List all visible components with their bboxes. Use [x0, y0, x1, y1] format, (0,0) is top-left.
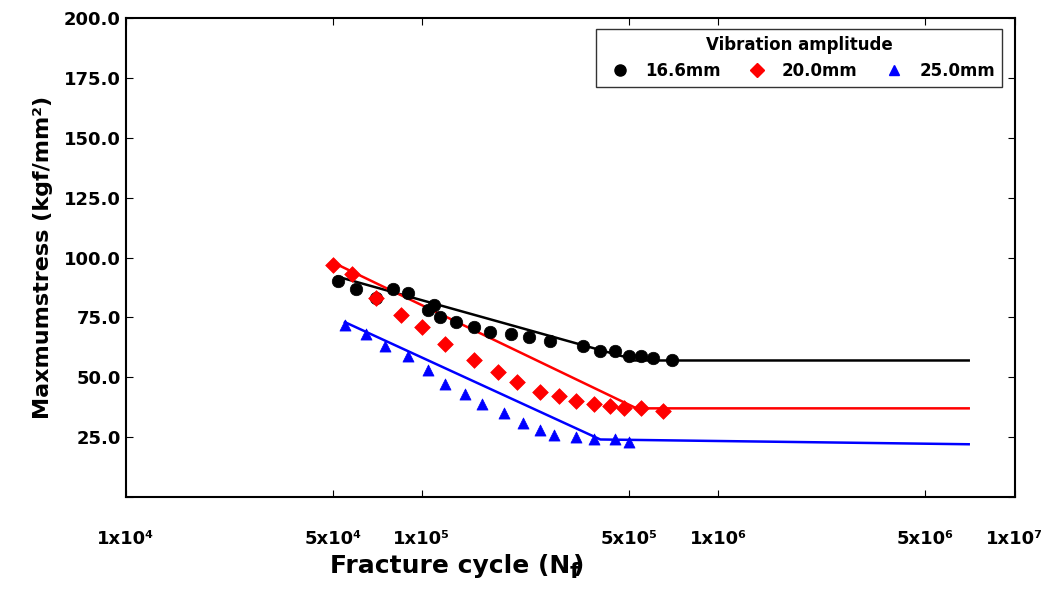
- Point: [448, 318, 464, 327]
- Point: [655, 406, 672, 416]
- Point: [457, 389, 474, 399]
- Text: Fracture cycle (N: Fracture cycle (N: [329, 554, 570, 578]
- Point: [329, 277, 346, 287]
- Point: [542, 336, 559, 346]
- Text: 1x10⁵: 1x10⁵: [393, 530, 451, 548]
- Point: [400, 288, 416, 298]
- Point: [437, 339, 454, 348]
- Point: [515, 418, 531, 428]
- Y-axis label: Maxmumstress (kgf/mm²): Maxmumstress (kgf/mm²): [32, 96, 52, 419]
- Point: [413, 322, 430, 332]
- Point: [615, 404, 632, 413]
- Text: 1x10⁷: 1x10⁷: [986, 530, 1043, 548]
- Point: [419, 305, 436, 315]
- Point: [586, 435, 602, 444]
- Point: [567, 396, 584, 406]
- Point: [644, 353, 661, 363]
- Point: [337, 320, 354, 330]
- Point: [592, 346, 609, 356]
- Point: [607, 435, 623, 444]
- Point: [343, 270, 360, 279]
- Point: [367, 293, 384, 303]
- Point: [400, 351, 416, 361]
- Legend: 16.6mm, 20.0mm, 25.0mm: 16.6mm, 20.0mm, 25.0mm: [596, 29, 1002, 87]
- Point: [482, 327, 499, 336]
- Point: [385, 284, 402, 293]
- Point: [392, 310, 409, 320]
- Point: [531, 387, 548, 396]
- Text: 5x10⁴: 5x10⁴: [304, 530, 361, 548]
- Point: [490, 368, 506, 378]
- Point: [546, 430, 563, 439]
- Point: [465, 356, 482, 365]
- Point: [509, 377, 526, 387]
- Point: [419, 365, 436, 375]
- Point: [358, 329, 374, 339]
- Text: 1x10⁶: 1x10⁶: [689, 530, 747, 548]
- Point: [437, 379, 454, 389]
- Point: [586, 399, 602, 408]
- Point: [550, 391, 567, 401]
- Point: [426, 301, 442, 310]
- Point: [503, 329, 520, 339]
- Point: [601, 401, 618, 411]
- Point: [664, 356, 681, 365]
- Point: [521, 331, 538, 341]
- Point: [324, 260, 341, 270]
- Point: [531, 425, 548, 435]
- Point: [633, 351, 650, 361]
- Text: 5x10⁶: 5x10⁶: [896, 530, 954, 548]
- Point: [567, 432, 584, 442]
- Text: f: f: [570, 562, 579, 582]
- Point: [432, 313, 449, 322]
- Point: [367, 293, 384, 303]
- Point: [633, 404, 650, 413]
- Point: [347, 284, 364, 293]
- Point: [474, 399, 491, 408]
- Point: [465, 322, 482, 332]
- Text: ): ): [573, 554, 584, 578]
- Point: [620, 351, 637, 361]
- Text: 1x10⁴: 1x10⁴: [97, 530, 154, 548]
- Text: 5x10⁵: 5x10⁵: [600, 530, 658, 548]
- Point: [377, 341, 393, 351]
- Point: [620, 437, 637, 447]
- Point: [496, 408, 513, 418]
- Point: [607, 346, 623, 356]
- Point: [574, 341, 591, 351]
